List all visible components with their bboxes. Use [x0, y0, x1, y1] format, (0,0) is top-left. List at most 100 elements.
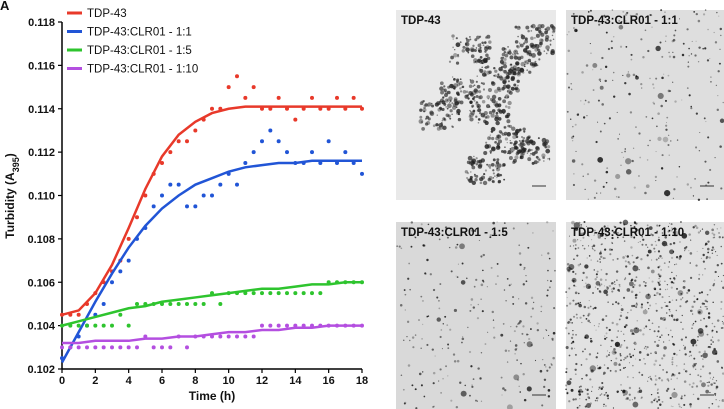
speck — [398, 245, 401, 248]
micrograph — [566, 10, 724, 200]
speck — [709, 377, 712, 379]
speck — [600, 250, 602, 253]
y-axis-label: Turbidity (A395) — [3, 153, 21, 238]
speck — [601, 393, 603, 395]
aggregate — [503, 131, 508, 136]
speck — [593, 196, 596, 199]
speck — [407, 364, 411, 367]
speck — [566, 110, 569, 113]
speck — [526, 386, 532, 392]
aggregate — [479, 46, 482, 49]
aggregate — [507, 80, 510, 83]
aggregate — [487, 46, 492, 50]
aggregate — [481, 66, 483, 69]
speck — [660, 9, 663, 12]
speck — [634, 296, 638, 299]
aggregate — [537, 24, 543, 29]
speck — [613, 351, 616, 354]
speck — [470, 304, 472, 306]
speck — [609, 369, 612, 372]
speck — [620, 344, 623, 346]
speck — [638, 387, 641, 390]
speck — [657, 238, 661, 242]
speck — [627, 71, 629, 73]
speck — [670, 314, 674, 317]
aggregate — [496, 176, 498, 179]
speck — [670, 405, 672, 407]
x-tick-label: 14 — [289, 375, 302, 387]
speck — [672, 406, 674, 408]
speck — [597, 367, 600, 370]
speck — [676, 139, 679, 141]
speck — [570, 136, 574, 139]
speck — [579, 301, 581, 304]
speck — [633, 186, 636, 189]
data-point — [151, 204, 156, 209]
speck — [546, 369, 549, 372]
speck — [709, 289, 712, 291]
speck — [482, 280, 485, 283]
aggregate — [482, 180, 488, 186]
speck — [592, 292, 594, 294]
aggregate — [545, 148, 551, 154]
fit-line — [60, 159, 362, 364]
data-point — [185, 204, 189, 209]
speck — [650, 243, 654, 247]
aggregate — [531, 53, 536, 58]
aggregate — [542, 142, 544, 144]
speck — [698, 273, 701, 276]
speck — [659, 403, 662, 406]
aggregate — [520, 146, 525, 150]
aggregate — [457, 112, 461, 116]
speck — [708, 256, 711, 259]
speck — [718, 232, 720, 234]
speck — [668, 134, 670, 136]
data-point — [185, 139, 189, 144]
speck — [619, 354, 622, 357]
speck — [623, 394, 625, 397]
aggregate — [492, 177, 495, 179]
aggregate — [503, 50, 507, 54]
data-point — [268, 323, 273, 328]
speck — [429, 273, 432, 276]
speck — [514, 344, 518, 347]
speck — [540, 305, 543, 308]
speck — [581, 279, 584, 282]
speck — [628, 362, 631, 364]
speck — [570, 88, 573, 91]
panel-letter: A — [0, 0, 10, 13]
speck — [700, 319, 702, 321]
speck — [695, 264, 698, 267]
aggregate — [518, 42, 521, 45]
aggregate — [516, 66, 521, 72]
speck — [551, 339, 554, 342]
speck — [681, 233, 688, 239]
aggregate — [459, 100, 464, 105]
speck — [715, 399, 717, 401]
speck — [721, 321, 723, 323]
speck — [455, 405, 459, 409]
speck — [594, 278, 597, 281]
speck — [706, 306, 708, 308]
speck — [613, 95, 616, 98]
speck — [422, 244, 425, 247]
speck — [491, 310, 495, 314]
aggregate — [496, 101, 498, 103]
aggregate — [520, 61, 525, 67]
speck — [620, 308, 624, 311]
speck — [654, 397, 657, 401]
aggregate — [513, 83, 517, 87]
speck — [584, 282, 587, 285]
speck — [605, 234, 608, 238]
data-point — [235, 182, 239, 187]
speck — [667, 266, 670, 268]
speck — [664, 189, 671, 197]
aggregate — [507, 100, 512, 106]
speck — [589, 321, 591, 324]
speck — [546, 294, 549, 297]
speck — [600, 283, 603, 286]
aggregate — [542, 156, 545, 160]
speck — [651, 280, 654, 283]
speck — [593, 235, 595, 237]
speck — [706, 59, 710, 62]
